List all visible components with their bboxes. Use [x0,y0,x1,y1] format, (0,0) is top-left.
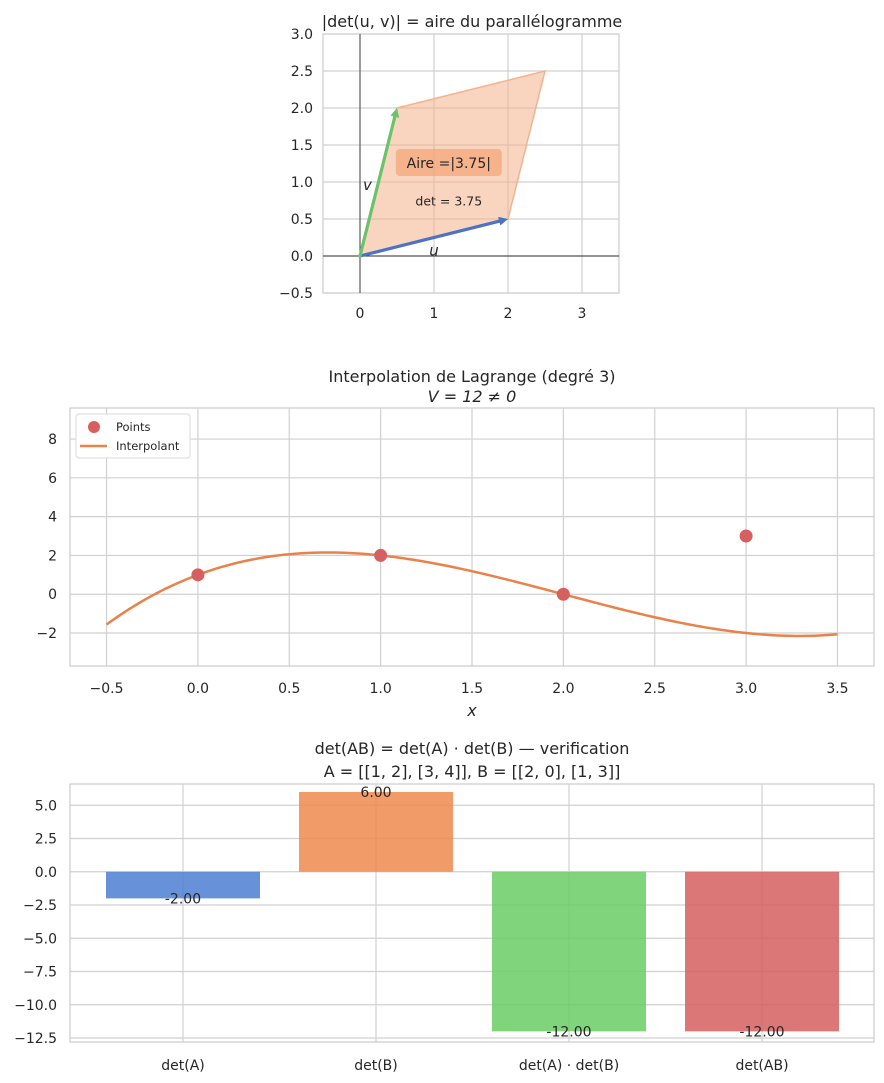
y-tick-label: 0.0 [35,865,57,881]
x-tick-label: 0.0 [187,681,209,697]
data-point [556,587,570,601]
x-tick-label: 2.5 [644,681,666,697]
y-tick-label: −5.0 [23,931,57,947]
y-tick-label: −12.5 [14,1031,57,1047]
y-tick-label: −2 [36,626,57,642]
bar-value-label: -12.00 [739,1024,784,1040]
lagrange-subtitle: V = 12 ≠ 0 [428,387,517,406]
legend-points-label: Points [116,420,151,434]
y-tick-label: 6 [48,471,57,487]
y-tick-label: 2.5 [35,832,57,848]
y-tick-label: 4 [48,510,57,526]
bar-value-label: -2.00 [165,891,201,907]
bar-value-label: 6.00 [360,785,391,801]
lagrange-marks [105,529,838,638]
lagrange-chart: −0.5 0.0 0.5 1.0 1.5 2.0 2.5 3.0 3.5 −2 0 2 4 6 8 Inte… [36,367,875,720]
parallelogram-title: |det(u, v)| = aire du parallélogramme [322,12,623,31]
x-tick-label: 3 [578,306,587,322]
y-tick-label: 2.5 [291,64,313,80]
det-annotation-text: det = 3.75 [415,194,482,209]
y-tick-label: 1.5 [291,138,313,154]
vector-u-label: u [429,242,439,260]
y-tick-label: 0.5 [291,212,313,228]
parallelogram-chart: u v Aire =|3.75| det = 3.75 0 1 2 3 −0.5 0.0 0.5 1… [279,12,622,322]
y-tick-label: 5.0 [35,798,57,814]
lagrange-x-axis-label: x [466,701,477,720]
y-tick-label: −2.5 [23,898,57,914]
x-tick-label: 0.5 [278,681,300,697]
x-tick-label: 2.0 [552,681,574,697]
lagrange-title: Interpolation de Lagrange (degré 3) [328,367,615,386]
x-tick-label: −0.5 [90,681,124,697]
x-tick-label: 3.0 [735,681,757,697]
y-tick-label: −7.5 [23,965,57,981]
y-tick-label: 1.0 [291,175,313,191]
legend-points-marker [88,421,100,433]
area-annotation-box [395,149,502,177]
y-tick-label: 0 [48,587,57,603]
parallelogram-ticks: 0 1 2 3 −0.5 0.0 0.5 1.0 1.5 2.0 2.5 3.0 [279,27,586,322]
x-tick-label: det(AB) [735,1058,788,1074]
x-tick-label: 1 [430,306,439,322]
x-tick-label: det(B) [354,1058,398,1074]
data-point [374,548,388,562]
bar [106,871,260,899]
x-tick-label: 0 [356,306,365,322]
data-point [739,529,753,543]
vector-v-label: v [363,176,373,194]
x-tick-label: 1.0 [370,681,392,697]
bar [685,871,839,1032]
data-point [191,568,205,582]
y-tick-label: −0.5 [279,286,313,302]
vector-u-arrowhead [498,216,508,226]
x-tick-label: 1.5 [461,681,483,697]
bar-subtitle: A = [[1, 2], [3, 4]], B = [[2, 0], [1, 3… [324,762,621,781]
y-tick-label: 2 [48,548,57,564]
y-tick-label: −10.0 [14,998,57,1014]
bar [492,871,646,1032]
lagrange-legend: Points Interpolant [75,413,191,459]
interpolant-curve [105,551,838,638]
bar [299,791,453,872]
y-tick-label: 3.0 [291,27,313,43]
x-tick-label: det(A) · det(B) [519,1058,619,1074]
y-tick-label: 0.0 [291,249,313,265]
bar-ticks: −12.5 −10.0 −7.5 −5.0 −2.5 0.0 2.5 5.0 det(A) det… [14,798,788,1074]
area-annotation-text: Aire =|3.75| [407,156,491,172]
x-tick-label: det(A) [161,1058,205,1074]
vector-v-shaft [358,115,397,258]
y-tick-label: 8 [48,432,57,448]
vector-u-shaft [358,219,501,258]
vector-v-arrowhead [390,108,400,118]
bar-title: det(AB) = det(A) · det(B) — verification [315,739,630,758]
y-tick-label: 2.0 [291,101,313,117]
determinant-bar-chart: -2.00 6.00 -12.00 -12.00 −12.5 −10.0 −7.5 −5.0… [14,739,875,1074]
x-tick-label: 3.5 [826,681,848,697]
x-tick-label: 2 [504,306,513,322]
bar-marks: -2.00 6.00 -12.00 -12.00 [106,785,839,1040]
parallelogram-marks: u v Aire =|3.75| det = 3.75 [323,34,619,293]
lagrange-ticks: −0.5 0.0 0.5 1.0 1.5 2.0 2.5 3.0 3.5 −2 0 2 4 6 8 [36,432,848,697]
legend-interpolant-label: Interpolant [116,439,180,453]
bar-value-label: -12.00 [546,1024,591,1040]
